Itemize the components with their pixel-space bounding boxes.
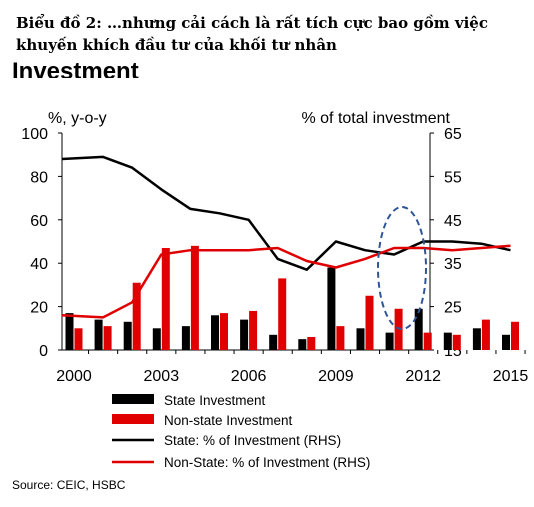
non-state-investment-bar [249, 310, 258, 350]
legend-swatch [112, 414, 154, 424]
left-tick-label: 80 [30, 169, 48, 186]
x-tick-label: 2012 [405, 368, 441, 385]
non-state-investment-bar [307, 336, 316, 350]
right-tick-label: 35 [444, 256, 462, 273]
legend-label: State: % of Investment (RHS) [164, 433, 341, 448]
non-state-share-line [61, 244, 511, 319]
x-tick-label: 2006 [231, 368, 267, 385]
legend-label: State Investment [164, 393, 266, 408]
state-share-line [61, 155, 511, 271]
left-tick-label: 20 [30, 300, 48, 317]
non-state-investment-bar [103, 326, 112, 350]
x-tick-label: 2009 [318, 368, 354, 385]
state-investment-bar [414, 308, 423, 350]
state-investment-bar [385, 332, 394, 350]
cropped-chart-heading: Investment [12, 58, 212, 79]
state-investment-bar [65, 313, 74, 350]
right-tick-label: 65 [444, 126, 462, 143]
non-state-investment-bar [423, 332, 432, 350]
left-tick-label: 100 [21, 126, 48, 143]
x-tick-label: 2003 [144, 368, 180, 385]
x-tick-label: 2015 [493, 368, 529, 385]
non-state-investment-bar [132, 282, 141, 350]
non-state-investment-bar [336, 326, 345, 350]
state-investment-bar [181, 326, 190, 350]
state-investment-bar [356, 328, 365, 350]
left-tick-label: 60 [30, 213, 48, 230]
state-investment-bar [298, 339, 307, 350]
non-state-investment-bar [161, 248, 170, 350]
state-investment-bar [211, 315, 219, 350]
non-state-investment-bar [511, 321, 519, 350]
source-note: Source: CEIC, HSBC [12, 478, 126, 492]
state-investment-bar [94, 319, 103, 350]
non-state-investment-bar [365, 295, 374, 350]
state-investment-bar [443, 332, 452, 350]
non-state-investment-bar [74, 328, 83, 350]
state-investment-bar [269, 334, 278, 350]
non-state-investment-bar [190, 245, 199, 350]
legend-swatch [112, 394, 154, 404]
non-state-investment-bar [220, 313, 228, 350]
highlight-ellipse [377, 206, 427, 330]
non-state-investment-bar [452, 334, 461, 350]
right-tick-label: 45 [444, 213, 462, 230]
state-investment-bar [472, 328, 481, 350]
right-tick-label: 55 [444, 169, 462, 186]
state-investment-bar [240, 319, 249, 350]
state-investment-bar [152, 328, 161, 350]
right-tick-label: 25 [444, 300, 462, 317]
legend-label: Non-state Investment [164, 413, 293, 428]
left-tick-label: 40 [30, 256, 48, 273]
non-state-investment-bar [278, 278, 287, 350]
state-investment-bar [123, 321, 132, 350]
state-investment-bar [327, 267, 336, 350]
right-axis-title: % of total investment [301, 110, 450, 127]
legend-label: Non-State: % of Investment (RHS) [164, 455, 370, 470]
x-tick-label: 2000 [56, 368, 92, 385]
non-state-investment-bar [481, 319, 490, 350]
left-tick-label: 0 [39, 343, 48, 360]
cropped-chart-heading-text: Investment [12, 58, 139, 79]
chart-title: Biểu đồ 2: …nhưng cải cách là rất tích c… [16, 14, 488, 54]
state-investment-bar [502, 334, 510, 350]
left-axis-title: %, y-o-y [48, 110, 107, 127]
